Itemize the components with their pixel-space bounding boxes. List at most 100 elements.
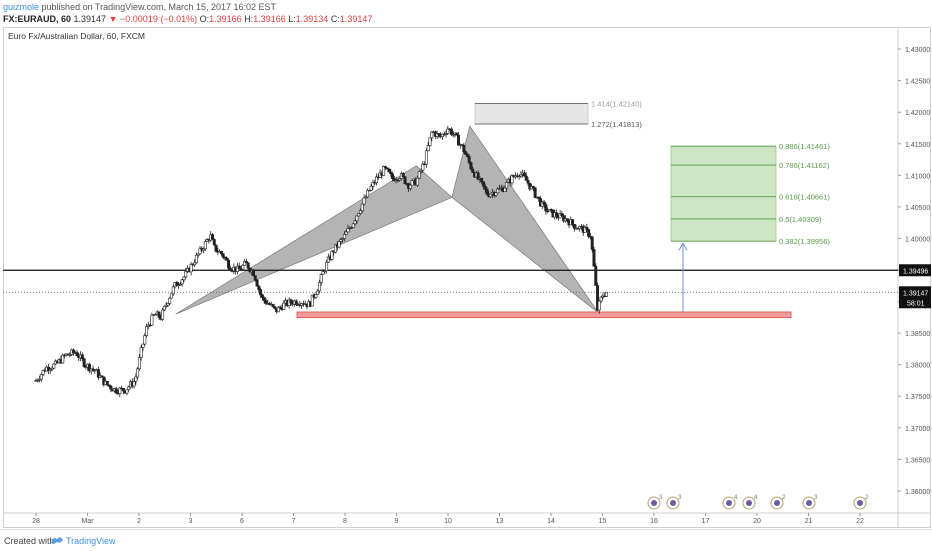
candle-down xyxy=(175,282,179,287)
candle-up xyxy=(39,374,43,380)
price-tick-label: 1.41000 xyxy=(905,173,930,180)
change-value: −0.00019 (−0.01%) xyxy=(120,14,198,24)
candle-up xyxy=(52,363,56,369)
economic-event-count: 4 xyxy=(754,495,758,501)
support-zone[interactable] xyxy=(296,311,792,319)
tradingview-brand[interactable]: TradingView xyxy=(66,536,116,546)
candle-up xyxy=(374,176,378,184)
candle-up xyxy=(517,175,521,178)
high-label: H: xyxy=(244,14,254,24)
fib-target-label: 0.786(1.41162) xyxy=(779,161,830,170)
candle-up xyxy=(139,347,143,358)
economic-event-count: 2 xyxy=(782,495,786,501)
fib-target-zone[interactable] xyxy=(670,145,777,242)
candle-down xyxy=(96,369,100,378)
high-value: 1.39166 xyxy=(253,14,286,24)
candle-down xyxy=(273,306,277,309)
harmonic-triangle-bcd[interactable] xyxy=(451,125,599,314)
candle-up xyxy=(333,244,337,253)
candle-down xyxy=(585,226,589,230)
price-tick-label: 1.41500 xyxy=(905,142,930,149)
time-tick-label: Mar xyxy=(81,518,94,525)
candle-down xyxy=(594,265,598,286)
candle-down xyxy=(560,213,564,216)
candle-down xyxy=(87,363,91,372)
open-value: 1.39166 xyxy=(209,14,242,24)
candle-down xyxy=(225,257,229,261)
candle-up xyxy=(337,241,341,248)
candle-down xyxy=(385,167,389,170)
time-tick-label: 3 xyxy=(189,518,193,525)
candle-up xyxy=(182,276,186,281)
economic-event-count: 4 xyxy=(734,495,738,501)
price-chart[interactable]: Euro Fx/Australian Dollar, 60, FXCM 1.430… xyxy=(3,27,931,528)
economic-event-flag-icon xyxy=(651,500,657,506)
candle-up xyxy=(358,210,362,214)
candle-up xyxy=(61,354,65,364)
author-link[interactable]: guizmole xyxy=(3,2,40,12)
candle-down xyxy=(71,349,75,354)
candle-up xyxy=(171,286,175,295)
candle-up xyxy=(451,134,455,136)
candle-up xyxy=(134,376,138,382)
price-tick-label: 1.36500 xyxy=(905,457,930,464)
candle-down xyxy=(100,375,104,378)
candle-up xyxy=(137,357,141,370)
candle-up xyxy=(489,193,493,198)
candle-down xyxy=(403,176,407,184)
candle-down xyxy=(522,172,526,177)
candle-down xyxy=(264,300,268,304)
candle-down xyxy=(449,128,453,135)
candle-down xyxy=(483,186,487,190)
time-tick-label: 10 xyxy=(444,518,452,525)
candle-up xyxy=(145,326,149,336)
time-tick-label: 9 xyxy=(395,518,399,525)
candle-down xyxy=(401,173,405,177)
candle-up xyxy=(350,227,354,229)
economic-event-count: 3 xyxy=(678,495,682,501)
candle-up xyxy=(143,335,147,345)
candle-down xyxy=(542,201,546,205)
candle-up xyxy=(141,343,145,348)
economic-event-flag-icon xyxy=(746,500,752,506)
candle-up xyxy=(415,177,419,186)
last-price-tag-label: 1.39147 xyxy=(903,290,928,297)
candle-up xyxy=(424,150,428,165)
candle-up xyxy=(503,187,507,192)
fib-extension-label: 1.272(1.41813) xyxy=(591,120,642,129)
candle-down xyxy=(596,285,600,311)
candle-up xyxy=(369,185,373,191)
price-tick-label: 1.38000 xyxy=(905,363,930,370)
candle-down xyxy=(82,358,86,367)
chart-pane[interactable] xyxy=(3,27,931,528)
candle-down xyxy=(251,270,255,277)
candle-up xyxy=(519,173,523,177)
candle-down xyxy=(105,380,109,386)
candle-up xyxy=(444,133,448,135)
fib-target-label: 0.886(1.41461) xyxy=(779,142,830,151)
candle-up xyxy=(166,303,170,306)
price-tick-label: 1.42000 xyxy=(905,110,930,117)
candle-down xyxy=(228,267,232,271)
candle-up xyxy=(136,368,140,378)
economic-event-count: 3 xyxy=(659,495,663,501)
economic-event-flag-icon xyxy=(670,500,676,506)
tradingview-logo-icon[interactable] xyxy=(50,534,64,546)
candle-up xyxy=(161,309,165,320)
economic-event-count: 2 xyxy=(865,495,869,501)
harmonic-triangle-xab[interactable] xyxy=(175,165,453,315)
chart-title: Euro Fx/Australian Dollar, 60, FXCM xyxy=(8,31,145,41)
published-text: published on TradingView.com, March 15, … xyxy=(41,2,277,12)
candle-up xyxy=(316,290,320,295)
candle-up xyxy=(599,296,603,302)
candle-down xyxy=(526,180,530,184)
candle-down xyxy=(248,267,252,273)
candle-up xyxy=(243,261,247,266)
time-tick-label: 2 xyxy=(137,518,141,525)
fib-extension-zone[interactable] xyxy=(474,103,589,125)
symbol-label[interactable]: FX:EURAUD, 60 xyxy=(3,14,72,24)
candle-down xyxy=(257,285,261,290)
candle-down xyxy=(469,162,473,170)
last-price: 1.39147 xyxy=(73,14,107,24)
close-value: 1.39147 xyxy=(339,14,373,24)
